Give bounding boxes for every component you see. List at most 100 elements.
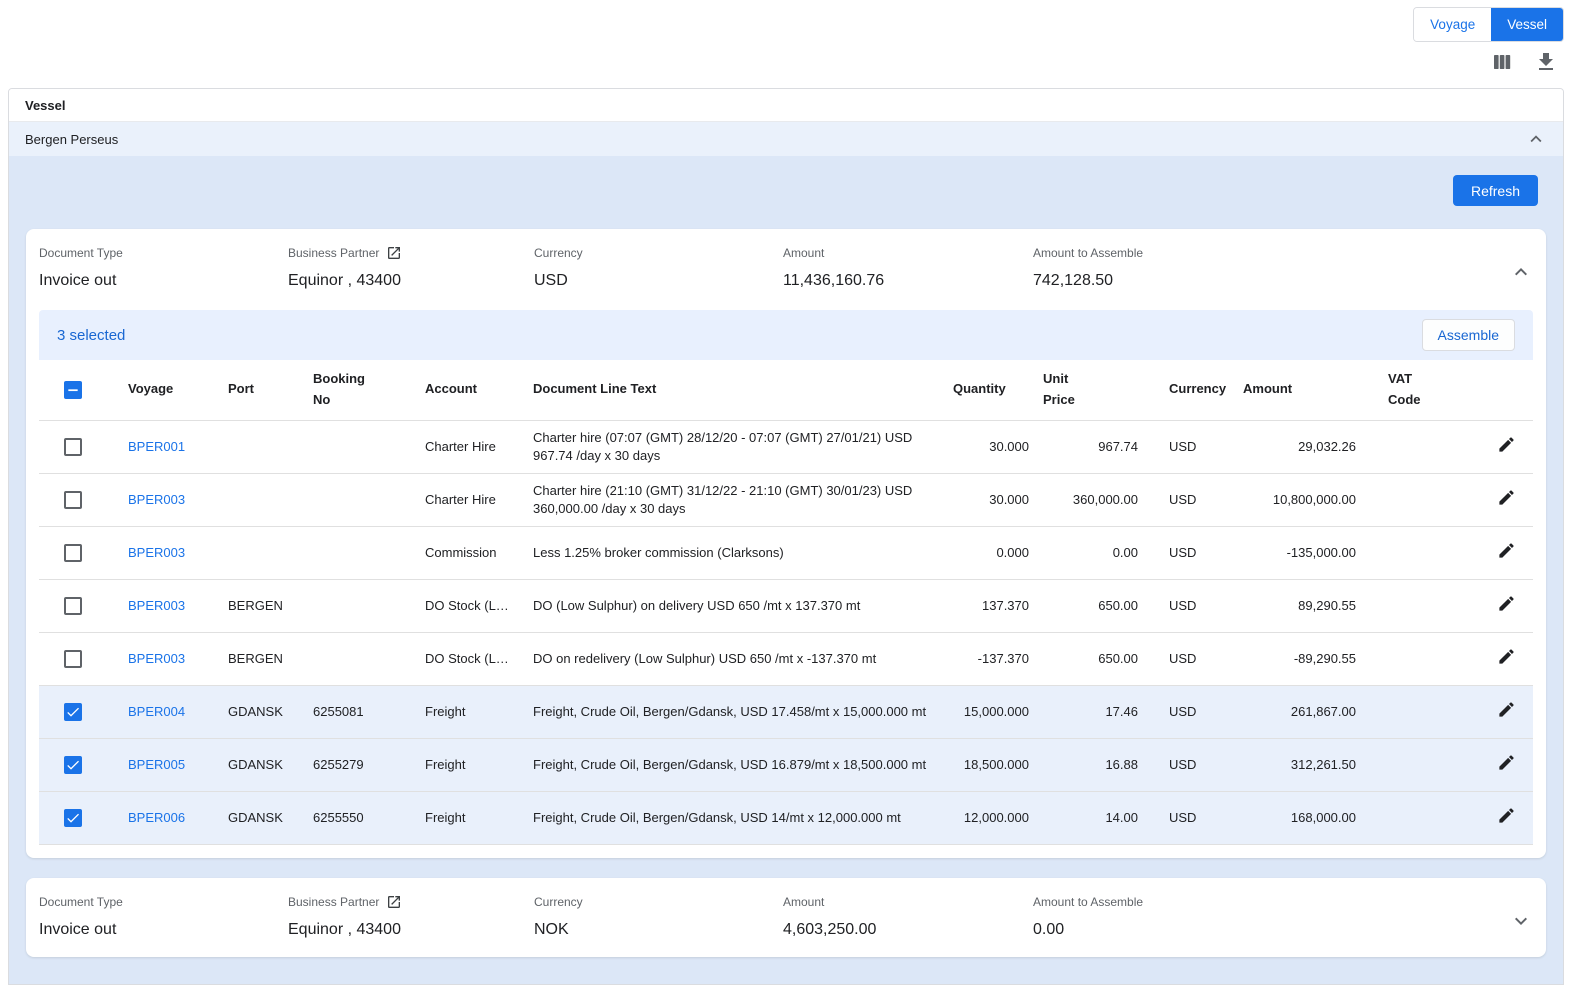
booking-no-cell: 6255279 — [301, 738, 413, 791]
account-cell: Freight — [413, 685, 523, 738]
table-row: BPER003 BERGEN DO Stock (L… DO (Low Sulp… — [39, 579, 1533, 632]
amount-cell: -89,290.55 — [1243, 632, 1368, 685]
refresh-button[interactable]: Refresh — [1453, 175, 1538, 206]
expand-document-icon[interactable] — [1509, 909, 1533, 933]
currency-cell: USD — [1153, 420, 1243, 473]
vessel-toggle-button[interactable]: Vessel — [1491, 8, 1563, 41]
vessel-group-row[interactable]: Bergen Perseus — [9, 122, 1563, 156]
voyage-link[interactable]: BPER006 — [128, 810, 185, 825]
select-all-checkbox[interactable] — [64, 381, 82, 399]
amount-to-assemble-label: Amount to Assemble — [1033, 244, 1489, 262]
currency-field: Currency NOK — [534, 893, 783, 939]
row-checkbox[interactable] — [64, 809, 82, 827]
unit-price-column-header: Unit Price — [1043, 360, 1153, 420]
vessel-name: Bergen Perseus — [25, 132, 118, 147]
voyage-link[interactable]: BPER003 — [128, 545, 185, 560]
booking-no-cell — [301, 632, 413, 685]
amount-value: 11,436,160.76 — [783, 272, 1033, 290]
amount-cell: -135,000.00 — [1243, 526, 1368, 579]
document-line-text-cell: DO on redelivery (Low Sulphur) USD 650 /… — [523, 632, 953, 685]
currency-label: Currency — [534, 244, 783, 262]
quantity-cell: 137.370 — [953, 579, 1043, 632]
document-type-field: Document Type Invoice out — [39, 244, 288, 290]
edit-row-icon[interactable] — [1497, 594, 1516, 613]
voyage-toggle-button[interactable]: Voyage — [1414, 8, 1491, 41]
document-type-label: Document Type — [39, 244, 288, 262]
currency-label: Currency — [534, 893, 783, 911]
document-line-text-cell: Charter hire (21:10 (GMT) 31/12/22 - 21:… — [523, 473, 953, 526]
columns-icon[interactable] — [1490, 50, 1514, 74]
business-partner-value: Equinor , 43400 — [288, 272, 534, 290]
voyage-link[interactable]: BPER004 — [128, 704, 185, 719]
document-type-label: Document Type — [39, 893, 288, 911]
amount-cell: 261,867.00 — [1243, 685, 1368, 738]
row-checkbox[interactable] — [64, 544, 82, 562]
booking-no-cell — [301, 579, 413, 632]
currency-value: NOK — [534, 921, 783, 939]
vat-code-cell — [1368, 473, 1463, 526]
edit-row-icon[interactable] — [1497, 753, 1516, 772]
row-checkbox[interactable] — [64, 438, 82, 456]
row-checkbox[interactable] — [64, 703, 82, 721]
document-line-text-column-header: Document Line Text — [523, 360, 953, 420]
row-checkbox[interactable] — [64, 597, 82, 615]
open-in-new-icon[interactable] — [386, 894, 402, 910]
account-cell: Commission — [413, 526, 523, 579]
voyage-link[interactable]: BPER003 — [128, 598, 185, 613]
row-checkbox[interactable] — [64, 650, 82, 668]
row-checkbox[interactable] — [64, 756, 82, 774]
amount-cell: 10,800,000.00 — [1243, 473, 1368, 526]
port-cell: GDANSK — [216, 685, 301, 738]
row-checkbox[interactable] — [64, 491, 82, 509]
quantity-column-header: Quantity — [953, 360, 1043, 420]
document-line-text-cell: Freight, Crude Oil, Bergen/Gdansk, USD 1… — [523, 685, 953, 738]
collapse-document-icon[interactable] — [1509, 260, 1533, 284]
view-toggle: Voyage Vessel — [1413, 7, 1564, 42]
voyage-link[interactable]: BPER003 — [128, 492, 185, 507]
vat-code-cell — [1368, 791, 1463, 844]
table-row: BPER001 Charter Hire Charter hire (07:07… — [39, 420, 1533, 473]
currency-cell: USD — [1153, 791, 1243, 844]
download-icon[interactable] — [1534, 50, 1558, 74]
account-cell: DO Stock (L… — [413, 632, 523, 685]
edit-row-icon[interactable] — [1497, 435, 1516, 454]
port-cell: GDANSK — [216, 738, 301, 791]
amount-to-assemble-field: Amount to Assemble 742,128.50 — [1033, 244, 1489, 290]
document-line-text-cell: Less 1.25% broker commission (Clarksons) — [523, 526, 953, 579]
selected-count: 3 selected — [57, 327, 125, 344]
voyage-link[interactable]: BPER001 — [128, 439, 185, 454]
document-type-value: Invoice out — [39, 921, 288, 939]
assemble-button[interactable]: Assemble — [1422, 319, 1515, 351]
vat-code-cell — [1368, 420, 1463, 473]
unit-price-cell: 650.00 — [1043, 579, 1153, 632]
quantity-cell: 15,000.000 — [953, 685, 1043, 738]
edit-row-icon[interactable] — [1497, 541, 1516, 560]
edit-row-icon[interactable] — [1497, 700, 1516, 719]
open-in-new-icon[interactable] — [386, 245, 402, 261]
document-summary: Document Type Invoice out Business Partn… — [26, 878, 1546, 957]
vat-code-cell — [1368, 632, 1463, 685]
document-line-text-cell: Freight, Crude Oil, Bergen/Gdansk, USD 1… — [523, 738, 953, 791]
collapse-group-icon[interactable] — [1525, 128, 1547, 150]
table-row: BPER005 GDANSK 6255279 Freight Freight, … — [39, 738, 1533, 791]
line-items-table: Voyage Port Booking No Account Document … — [39, 360, 1533, 845]
voyage-link[interactable]: BPER003 — [128, 651, 185, 666]
port-cell: GDANSK — [216, 791, 301, 844]
currency-cell: USD — [1153, 632, 1243, 685]
amount-cell: 89,290.55 — [1243, 579, 1368, 632]
table-row: BPER003 BERGEN DO Stock (L… DO on redeli… — [39, 632, 1533, 685]
voyage-column-header: Voyage — [116, 360, 216, 420]
amount-value: 4,603,250.00 — [783, 921, 1033, 939]
edit-row-icon[interactable] — [1497, 488, 1516, 507]
quantity-cell: 0.000 — [953, 526, 1043, 579]
edit-row-icon[interactable] — [1497, 647, 1516, 666]
account-cell: Freight — [413, 738, 523, 791]
table-header-row: Voyage Port Booking No Account Document … — [39, 360, 1533, 420]
voyage-link[interactable]: BPER005 — [128, 757, 185, 772]
edit-row-icon[interactable] — [1497, 806, 1516, 825]
amount-cell: 168,000.00 — [1243, 791, 1368, 844]
vat-code-column-header: VAT Code — [1368, 360, 1463, 420]
amount-to-assemble-field: Amount to Assemble 0.00 — [1033, 893, 1489, 939]
booking-no-cell: 6255550 — [301, 791, 413, 844]
quantity-cell: 12,000.000 — [953, 791, 1043, 844]
